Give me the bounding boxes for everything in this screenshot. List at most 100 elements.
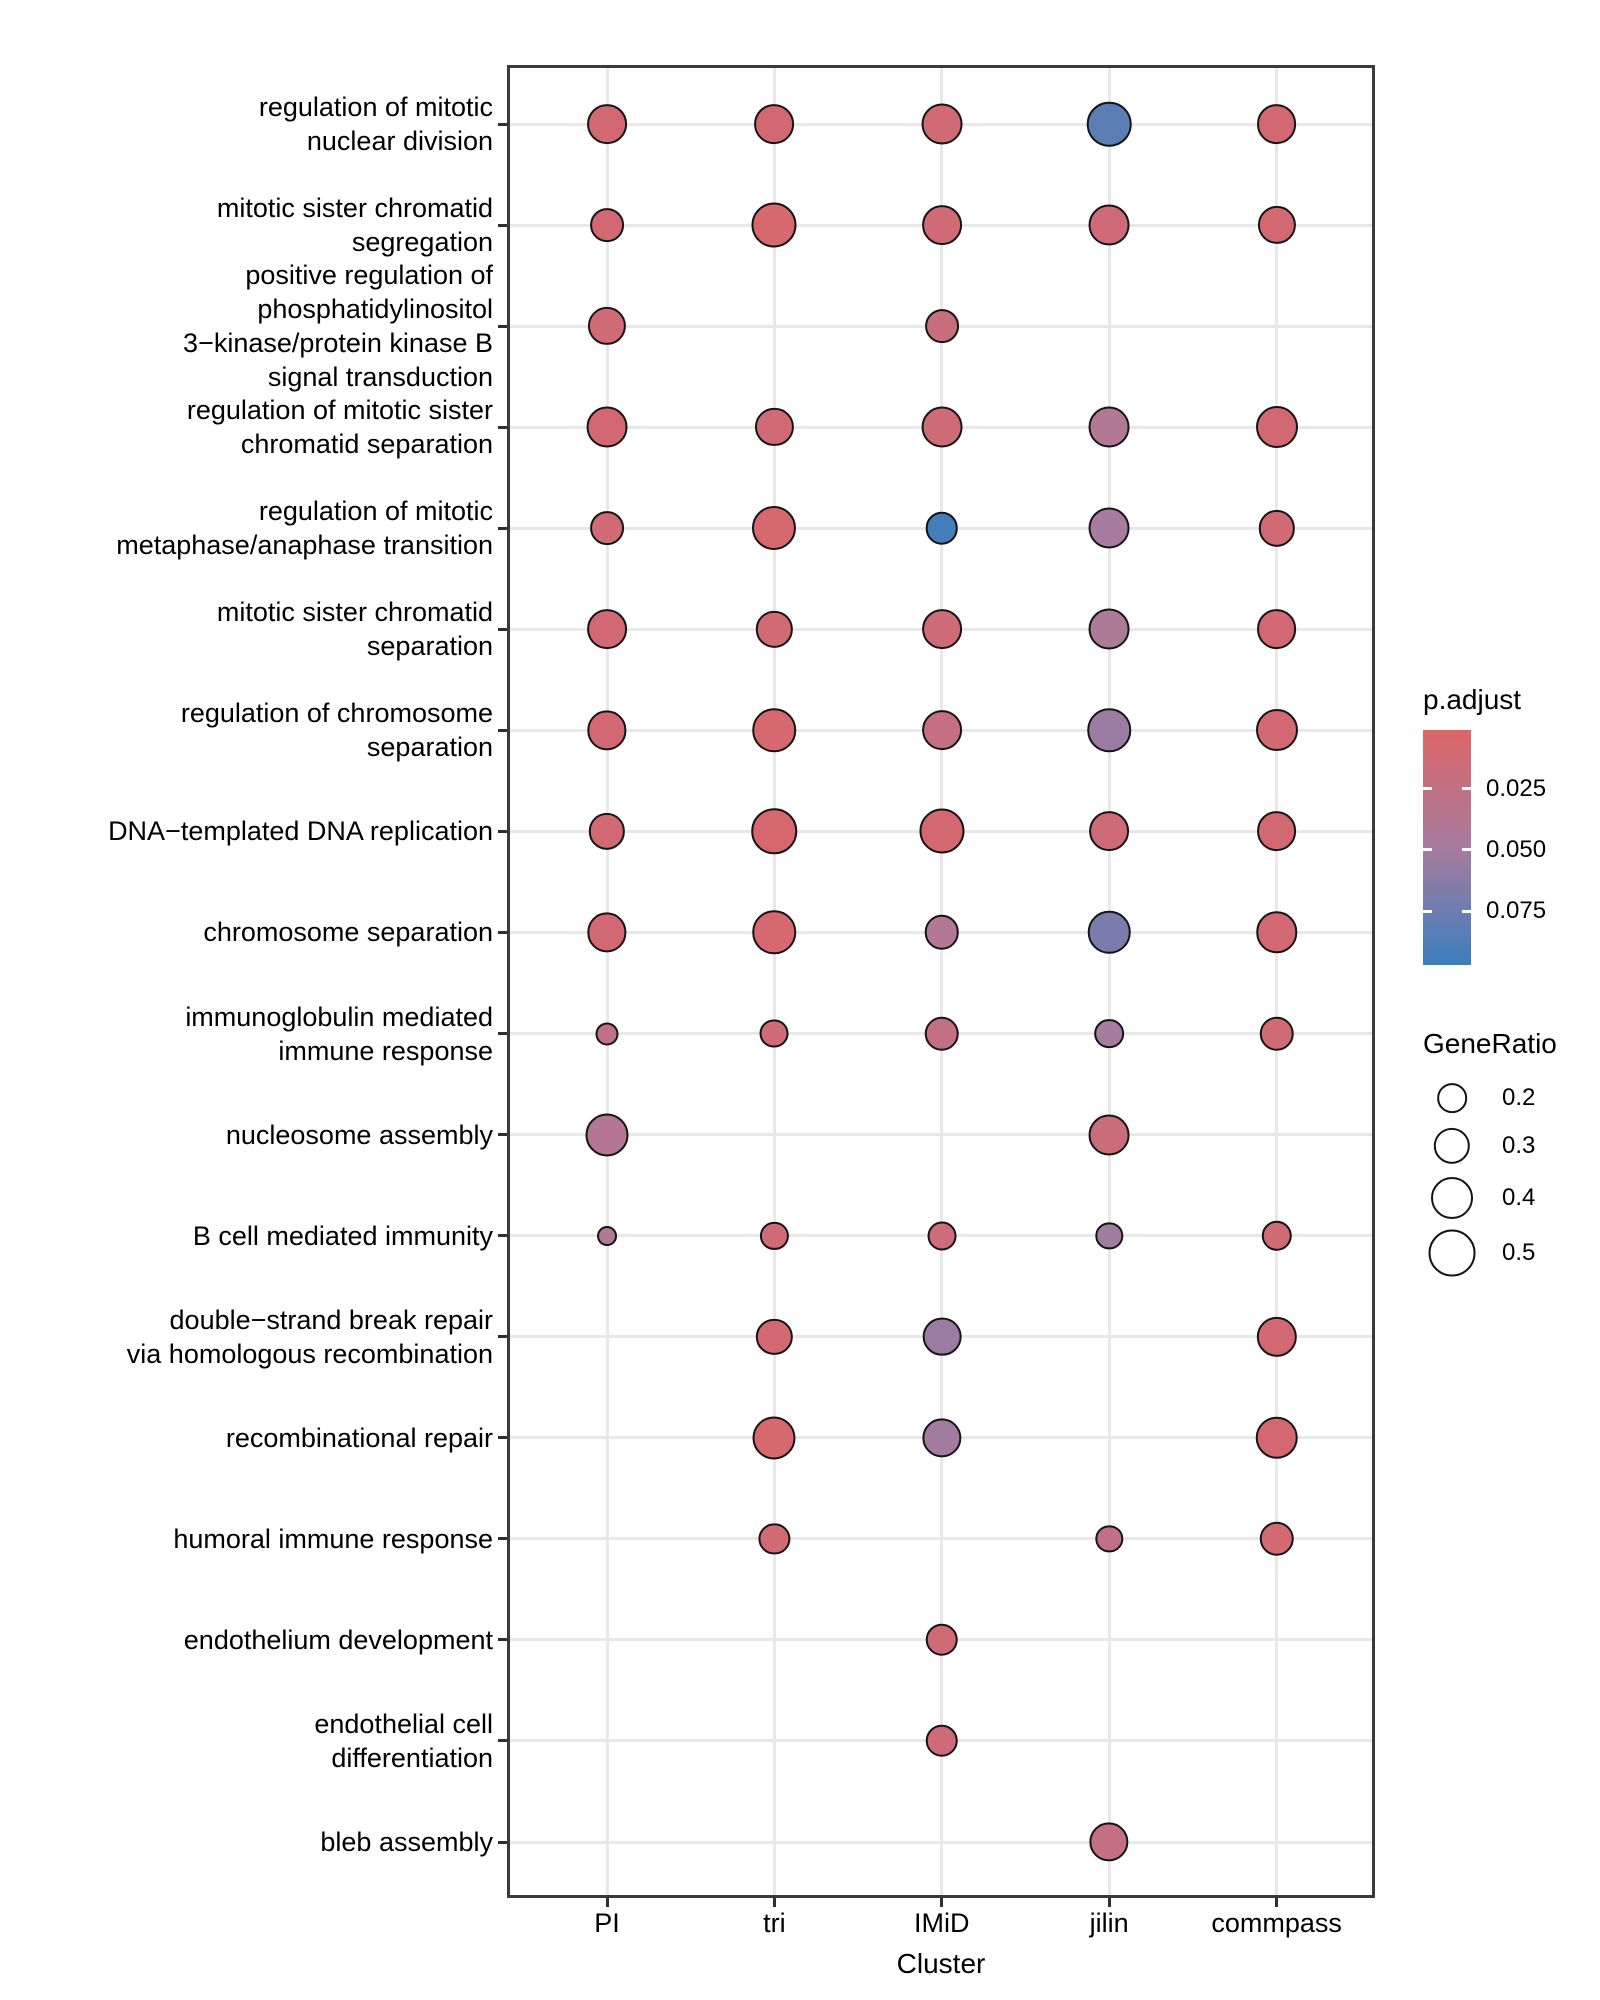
- dot-IMiD-row7: [921, 710, 962, 751]
- dot-tri-row2: [751, 202, 797, 248]
- y-axis-label-row5: regulation of mitotic metaphase/anaphase…: [116, 496, 493, 561]
- dot-commpass-row13: [1256, 1316, 1297, 1357]
- legend-padjust-title: p.adjust: [1423, 684, 1522, 715]
- dot-PI-row1: [587, 104, 627, 144]
- y-axis-tick: [498, 324, 507, 328]
- dot-commpass-row10: [1259, 1016, 1294, 1051]
- generatio-key-label: 0.4: [1502, 1184, 1536, 1211]
- x-axis-label-PI: PI: [594, 1908, 620, 1938]
- dot-PI-row10: [595, 1022, 619, 1046]
- dot-IMiD-row12: [927, 1221, 957, 1251]
- gridline-vertical-IMiD: [940, 68, 944, 1895]
- dot-jilin-row11: [1088, 1114, 1130, 1156]
- legend-generatio-title: GeneRatio: [1423, 1028, 1557, 1059]
- dot-PI-row7: [587, 710, 627, 750]
- dot-IMiD-row2: [921, 205, 962, 245]
- y-axis-tick: [498, 122, 507, 126]
- dot-PI-row6: [587, 609, 627, 650]
- y-axis-tick: [498, 930, 507, 934]
- dot-IMiD-row9: [924, 915, 960, 950]
- dot-IMiD-row3: [924, 309, 959, 344]
- dot-jilin-row7: [1087, 708, 1131, 753]
- y-axis-label-row4: regulation of mitotic sister chromatid s…: [186, 395, 493, 460]
- dot-IMiD-row17: [925, 1724, 959, 1758]
- dot-IMiD-row8: [919, 808, 965, 854]
- dot-tri-row4: [755, 408, 794, 447]
- x-axis-tick: [1275, 1898, 1279, 1907]
- dot-jilin-row8: [1089, 811, 1130, 852]
- colorbar-notch-right: [1462, 909, 1471, 913]
- y-axis-tick: [498, 223, 507, 227]
- y-axis-label-row16: endothelium development: [183, 1624, 493, 1655]
- dot-tri-row13: [756, 1318, 793, 1355]
- y-axis-tick: [498, 1537, 507, 1541]
- dot-jilin-row10: [1094, 1018, 1125, 1049]
- dot-tri-row12: [760, 1221, 789, 1250]
- y-axis-label-row3: positive regulation of phosphatidylinosi…: [183, 260, 493, 393]
- y-axis-label-row15: humoral immune response: [173, 1523, 493, 1554]
- y-axis-tick: [498, 425, 507, 429]
- y-axis-tick: [498, 1234, 507, 1238]
- gridline-vertical-PI: [605, 68, 609, 1895]
- dot-jilin-row5: [1088, 507, 1130, 549]
- x-axis-tick: [1107, 1898, 1111, 1907]
- y-axis-tick: [498, 526, 507, 530]
- dot-IMiD-row4: [921, 406, 963, 448]
- gridline-horizontal-row11: [510, 1133, 1372, 1137]
- x-axis-label-commpass: commpass: [1211, 1908, 1342, 1938]
- y-axis-tick: [498, 728, 507, 732]
- gridline-vertical-jilin: [1107, 68, 1111, 1895]
- dot-IMiD-row1: [921, 103, 963, 145]
- gridline-horizontal-row15: [510, 1537, 1372, 1541]
- y-axis-label-row2: mitotic sister chromatid segregation: [216, 193, 493, 258]
- generatio-key-circle-0.2: [1437, 1083, 1467, 1113]
- dot-PI-row8: [588, 813, 626, 850]
- dot-commpass-row6: [1256, 609, 1297, 650]
- colorbar-tick-label: 0.050: [1486, 835, 1547, 863]
- dot-tri-row1: [754, 104, 795, 144]
- x-axis-tick: [772, 1898, 776, 1907]
- dot-commpass-row7: [1255, 709, 1298, 752]
- dot-jilin-row6: [1088, 608, 1130, 650]
- dot-jilin-row18: [1089, 1822, 1129, 1862]
- dot-PI-row3: [587, 307, 627, 346]
- gridline-vertical-tri: [772, 68, 776, 1895]
- colorbar-tick-label: 0.025: [1486, 774, 1547, 802]
- dot-commpass-row2: [1257, 205, 1296, 245]
- generatio-key-circle-0.5: [1428, 1229, 1476, 1277]
- y-axis-label-row7: regulation of chromosome separation: [180, 698, 493, 763]
- dot-IMiD-row5: [925, 511, 959, 545]
- gridline-horizontal-row18: [510, 1840, 1372, 1844]
- dot-commpass-row4: [1255, 406, 1298, 449]
- generatio-key-circle-0.3: [1433, 1127, 1471, 1165]
- dot-jilin-row12: [1095, 1221, 1123, 1250]
- x-axis-tick: [605, 1898, 609, 1907]
- dot-commpass-row12: [1261, 1220, 1292, 1251]
- generatio-key-label: 0.2: [1502, 1084, 1536, 1111]
- colorbar-notch-left: [1423, 787, 1432, 791]
- colorbar-notch-right: [1462, 848, 1471, 852]
- y-axis-tick: [498, 1638, 507, 1642]
- dot-PI-row11: [585, 1113, 629, 1157]
- colorbar-notch-left: [1423, 848, 1432, 852]
- dot-commpass-row9: [1255, 911, 1298, 954]
- dot-jilin-row2: [1088, 204, 1130, 246]
- dot-IMiD-row16: [925, 1623, 959, 1657]
- y-axis-label-row13: double−strand break repair via homologou…: [126, 1304, 493, 1369]
- y-axis-tick: [498, 1739, 507, 1743]
- y-axis-label-row18: bleb assembly: [320, 1827, 493, 1858]
- y-axis-tick: [498, 1436, 507, 1440]
- dot-IMiD-row14: [922, 1418, 962, 1458]
- dot-tri-row7: [752, 708, 797, 753]
- dot-PI-row12: [597, 1225, 617, 1246]
- padjust-colorbar: [1423, 730, 1471, 965]
- dot-tri-row8: [751, 808, 798, 855]
- y-axis-label-row9: chromosome separation: [203, 917, 493, 948]
- y-axis-tick: [498, 1032, 507, 1036]
- dot-jilin-row15: [1095, 1525, 1123, 1553]
- dot-PI-row2: [590, 208, 624, 242]
- dot-IMiD-row13: [922, 1317, 962, 1357]
- y-axis-label-row17: endothelial cell differentiation: [314, 1708, 493, 1773]
- dot-commpass-row14: [1255, 1416, 1298, 1460]
